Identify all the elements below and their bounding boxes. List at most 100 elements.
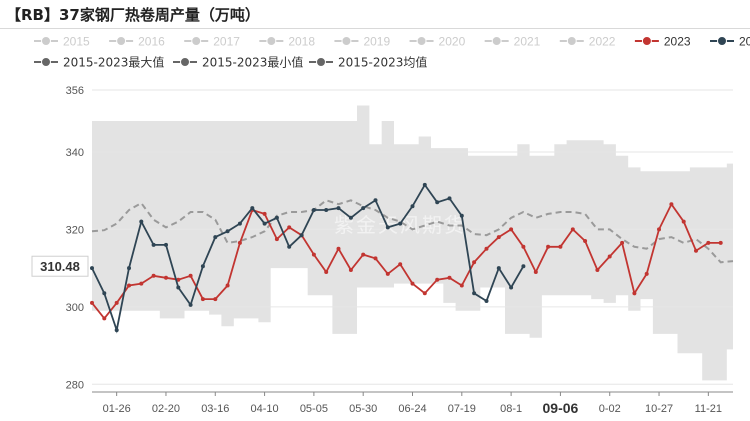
data-point-2023[interactable] bbox=[287, 225, 292, 230]
data-point-2023[interactable] bbox=[176, 277, 181, 282]
data-point-2024[interactable] bbox=[151, 242, 156, 247]
data-point-2023[interactable] bbox=[274, 237, 279, 242]
data-point-2023[interactable] bbox=[164, 275, 168, 280]
data-point-2024[interactable] bbox=[348, 215, 353, 220]
data-point-2023[interactable] bbox=[90, 300, 94, 305]
data-point-2023[interactable] bbox=[410, 281, 415, 286]
data-point-2024[interactable] bbox=[102, 291, 107, 296]
legend-item-stat-2[interactable]: 2015-2023最小值 bbox=[173, 55, 303, 70]
data-point-2023[interactable] bbox=[583, 239, 588, 243]
data-point-2023[interactable] bbox=[361, 252, 366, 257]
data-point-2024[interactable] bbox=[509, 285, 514, 290]
data-point-2024[interactable] bbox=[213, 235, 218, 240]
legend-item-2022[interactable]: 2022 bbox=[559, 35, 616, 49]
data-point-2023[interactable] bbox=[657, 227, 661, 232]
data-point-2023[interactable] bbox=[644, 271, 649, 276]
data-point-2024[interactable] bbox=[127, 266, 131, 271]
data-point-2024[interactable] bbox=[324, 208, 329, 212]
data-point-2023[interactable] bbox=[200, 297, 205, 302]
data-point-2024[interactable] bbox=[410, 204, 415, 209]
data-point-2024[interactable] bbox=[385, 225, 390, 230]
data-point-2023[interactable] bbox=[114, 300, 119, 305]
data-point-2023[interactable] bbox=[336, 246, 341, 251]
data-point-2024[interactable] bbox=[250, 206, 255, 211]
data-point-2024[interactable] bbox=[435, 200, 440, 205]
legend-item-2015[interactable]: 2015 bbox=[34, 35, 90, 49]
data-point-2023[interactable] bbox=[472, 260, 477, 265]
data-point-2023[interactable] bbox=[398, 262, 403, 267]
data-point-2023[interactable] bbox=[533, 270, 538, 274]
data-point-2024[interactable] bbox=[139, 219, 144, 224]
legend-item-2016[interactable]: 2016 bbox=[109, 35, 165, 49]
legend-item-2017[interactable]: 2017 bbox=[184, 35, 240, 49]
data-point-2023[interactable] bbox=[509, 227, 514, 232]
legend-item-2023[interactable]: 2023 bbox=[634, 35, 691, 49]
data-point-2024[interactable] bbox=[422, 182, 427, 187]
data-point-2024[interactable] bbox=[225, 229, 230, 234]
data-point-2023[interactable] bbox=[607, 254, 612, 259]
data-point-2024[interactable] bbox=[459, 213, 464, 218]
data-point-2023[interactable] bbox=[102, 316, 107, 321]
data-point-2023[interactable] bbox=[422, 291, 427, 296]
legend-item-2019[interactable]: 2019 bbox=[334, 35, 390, 49]
data-point-2023[interactable] bbox=[373, 256, 378, 261]
data-point-2024[interactable] bbox=[299, 233, 304, 238]
data-point-2023[interactable] bbox=[669, 202, 674, 207]
data-point-2023[interactable] bbox=[632, 291, 637, 296]
data-point-2023[interactable] bbox=[706, 240, 711, 245]
legend-item-stat-1[interactable]: 2015-2023最大值 bbox=[34, 55, 164, 70]
legend-item-2021[interactable]: 2021 bbox=[484, 35, 541, 49]
data-point-2023[interactable] bbox=[546, 244, 551, 249]
data-point-2024[interactable] bbox=[200, 264, 205, 269]
data-point-2023[interactable] bbox=[447, 275, 452, 280]
data-point-2024[interactable] bbox=[472, 291, 477, 296]
data-point-2024[interactable] bbox=[398, 221, 403, 226]
data-point-2024[interactable] bbox=[361, 206, 366, 211]
data-point-2023[interactable] bbox=[435, 277, 440, 282]
data-point-2023[interactable] bbox=[324, 270, 329, 274]
data-point-2024[interactable] bbox=[447, 196, 452, 201]
x-tick-label: 06-24 bbox=[398, 403, 426, 415]
data-point-2023[interactable] bbox=[139, 281, 144, 286]
data-point-2023[interactable] bbox=[570, 227, 575, 232]
data-point-2024[interactable] bbox=[164, 242, 168, 247]
data-point-2023[interactable] bbox=[595, 268, 600, 272]
data-point-2024[interactable] bbox=[496, 266, 501, 271]
legend-item-2018[interactable]: 2018 bbox=[259, 35, 315, 49]
data-point-2023[interactable] bbox=[620, 240, 625, 245]
data-point-2024[interactable] bbox=[484, 299, 489, 303]
data-point-2023[interactable] bbox=[496, 235, 501, 240]
data-point-2024[interactable] bbox=[521, 264, 526, 269]
data-point-2023[interactable] bbox=[521, 244, 526, 249]
data-point-2024[interactable] bbox=[90, 266, 94, 271]
data-point-2023[interactable] bbox=[151, 273, 156, 278]
data-point-2023[interactable] bbox=[311, 252, 316, 257]
data-point-2024[interactable] bbox=[176, 285, 181, 290]
data-point-2024[interactable] bbox=[287, 244, 292, 249]
data-point-2024[interactable] bbox=[373, 198, 378, 203]
data-point-2024[interactable] bbox=[311, 208, 316, 212]
data-point-2023[interactable] bbox=[262, 211, 267, 216]
data-point-2023[interactable] bbox=[718, 240, 723, 245]
data-point-2023[interactable] bbox=[681, 219, 686, 224]
data-point-2023[interactable] bbox=[484, 246, 489, 251]
data-point-2023[interactable] bbox=[348, 268, 353, 272]
legend-item-2020[interactable]: 2020 bbox=[409, 35, 466, 49]
data-point-2023[interactable] bbox=[213, 297, 218, 302]
data-point-2024[interactable] bbox=[262, 221, 267, 226]
data-point-2023[interactable] bbox=[225, 283, 230, 288]
data-point-2024[interactable] bbox=[188, 302, 193, 307]
data-point-2024[interactable] bbox=[114, 328, 119, 333]
data-point-2023[interactable] bbox=[127, 283, 131, 288]
data-point-2024[interactable] bbox=[336, 206, 341, 211]
data-point-2024[interactable] bbox=[237, 221, 242, 226]
legend-item-2024[interactable]: 2024 bbox=[710, 35, 750, 49]
data-point-2023[interactable] bbox=[237, 240, 242, 245]
data-point-2024[interactable] bbox=[274, 215, 279, 220]
data-point-2023[interactable] bbox=[385, 271, 390, 276]
data-point-2023[interactable] bbox=[694, 248, 698, 253]
legend-item-stat-3[interactable]: 2015-2023均值 bbox=[309, 55, 427, 70]
data-point-2023[interactable] bbox=[188, 273, 193, 278]
data-point-2023[interactable] bbox=[558, 244, 563, 249]
data-point-2023[interactable] bbox=[459, 283, 464, 288]
